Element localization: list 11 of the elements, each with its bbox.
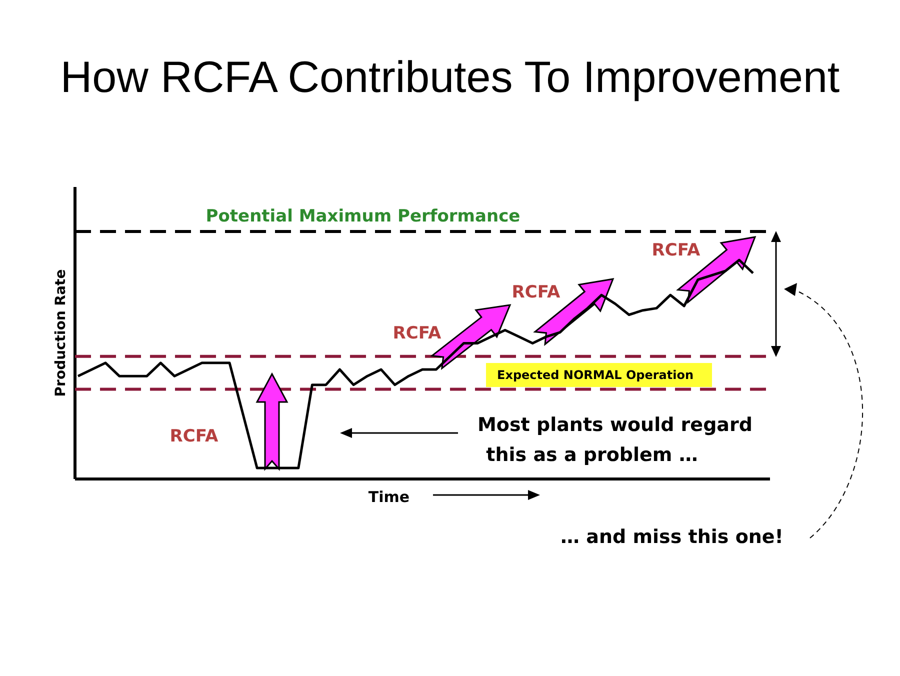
ref-line-label: Potential Maximum Performance	[206, 206, 520, 227]
annotation: Expected NORMAL Operation	[497, 368, 694, 382]
annotation: RCFA	[392, 324, 442, 344]
annotation: RCFA	[170, 426, 220, 447]
annotation: RCFA	[652, 240, 702, 261]
annotation: Most plants would regard this as a problem …	[478, 414, 752, 466]
y-axis-title: Production Rate	[53, 269, 69, 397]
text: … and miss this one!	[560, 526, 784, 548]
annotation: RCFA	[512, 282, 562, 303]
chart-title: How RCFA Contributes To Improvement	[60, 53, 840, 102]
x-axis-title: Time	[368, 488, 410, 506]
